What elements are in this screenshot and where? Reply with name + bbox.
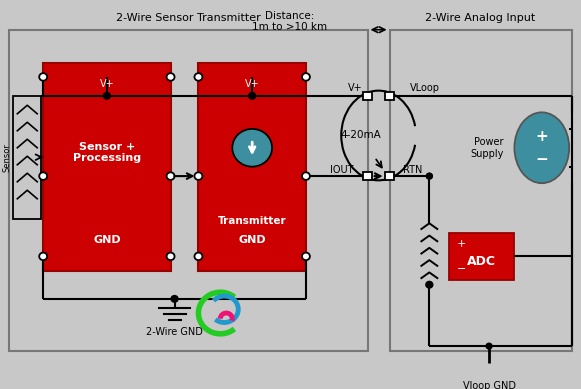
Text: −: − — [457, 264, 466, 273]
Text: Transmitter: Transmitter — [218, 216, 286, 226]
Text: −: − — [536, 152, 548, 166]
Bar — [363, 172, 372, 180]
Text: V+: V+ — [349, 83, 363, 93]
Ellipse shape — [514, 112, 569, 183]
Text: Distance:
1m to >10 km: Distance: 1m to >10 km — [252, 11, 328, 32]
Circle shape — [167, 172, 174, 180]
Text: 4-20mA: 4-20mA — [340, 130, 381, 140]
Circle shape — [249, 93, 256, 99]
Circle shape — [195, 172, 202, 180]
Text: Sensor +
Processing: Sensor + Processing — [73, 142, 141, 163]
Circle shape — [426, 281, 433, 288]
Text: +: + — [536, 129, 548, 144]
Bar — [199, 63, 306, 270]
Bar — [385, 172, 394, 180]
Text: GND: GND — [93, 235, 121, 245]
Text: 2-Wire GND: 2-Wire GND — [146, 327, 203, 337]
Circle shape — [302, 73, 310, 81]
Circle shape — [426, 173, 432, 179]
Text: Vloop GND: Vloop GND — [462, 381, 515, 389]
Circle shape — [195, 252, 202, 260]
Circle shape — [39, 73, 47, 81]
Text: 2-Wire Sensor Transmitter: 2-Wire Sensor Transmitter — [116, 13, 261, 23]
Bar — [43, 63, 171, 270]
Text: V+: V+ — [245, 79, 260, 89]
Circle shape — [103, 93, 110, 99]
Bar — [13, 96, 41, 219]
Bar — [389, 30, 572, 351]
Text: RTN: RTN — [403, 165, 423, 175]
Circle shape — [232, 129, 272, 166]
Circle shape — [39, 172, 47, 180]
Circle shape — [486, 343, 492, 349]
Circle shape — [426, 173, 432, 179]
Circle shape — [171, 296, 178, 302]
Text: GND: GND — [238, 235, 266, 245]
Circle shape — [167, 252, 174, 260]
Circle shape — [302, 252, 310, 260]
Text: V+: V+ — [99, 79, 114, 89]
Text: IOUT: IOUT — [330, 165, 354, 175]
Bar — [449, 233, 514, 280]
Circle shape — [167, 73, 174, 81]
Text: VLoop: VLoop — [410, 83, 439, 93]
Circle shape — [195, 73, 202, 81]
Circle shape — [39, 252, 47, 260]
Bar — [9, 30, 368, 351]
Circle shape — [302, 172, 310, 180]
Bar — [363, 91, 372, 100]
Text: ADC: ADC — [467, 254, 496, 268]
Text: 2-Wire Analog Input: 2-Wire Analog Input — [425, 13, 535, 23]
Bar — [385, 91, 394, 100]
Text: +: + — [457, 239, 466, 249]
Text: Power
Supply: Power Supply — [471, 137, 504, 159]
Text: Sensor: Sensor — [3, 143, 12, 172]
